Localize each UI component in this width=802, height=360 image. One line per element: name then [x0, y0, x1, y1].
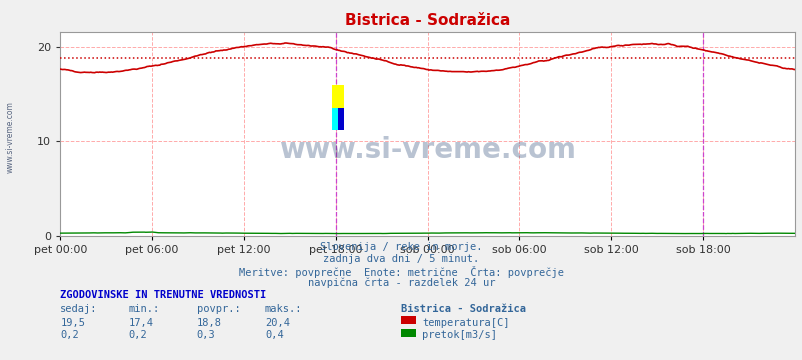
Text: Bistrica - Sodražica: Bistrica - Sodražica [401, 304, 526, 314]
Text: pretok[m3/s]: pretok[m3/s] [422, 330, 496, 340]
Text: 19,5: 19,5 [60, 318, 85, 328]
Text: 18,8: 18,8 [196, 318, 221, 328]
Text: 20,4: 20,4 [265, 318, 290, 328]
Text: sedaj:: sedaj: [60, 304, 98, 314]
Bar [338, 108, 343, 130]
Text: 17,4: 17,4 [128, 318, 153, 328]
Text: 0,4: 0,4 [265, 330, 283, 340]
Text: 0,2: 0,2 [60, 330, 79, 340]
Text: ZGODOVINSKE IN TRENUTNE VREDNOSTI: ZGODOVINSKE IN TRENUTNE VREDNOSTI [60, 290, 266, 300]
Title: Bistrica - Sodražica: Bistrica - Sodražica [345, 13, 509, 28]
Text: min.:: min.: [128, 304, 160, 314]
Text: 0,2: 0,2 [128, 330, 147, 340]
Text: povpr.:: povpr.: [196, 304, 240, 314]
Text: zadnja dva dni / 5 minut.: zadnja dva dni / 5 minut. [323, 254, 479, 264]
Text: 0,3: 0,3 [196, 330, 215, 340]
Text: temperatura[C]: temperatura[C] [422, 318, 509, 328]
Bar [332, 108, 338, 130]
Text: navpična črta - razdelek 24 ur: navpična črta - razdelek 24 ur [307, 278, 495, 288]
Bar [332, 85, 343, 130]
Text: www.si-vreme.com: www.si-vreme.com [6, 101, 15, 173]
Text: Slovenija / reke in morje.: Slovenija / reke in morje. [320, 242, 482, 252]
Text: Meritve: povprečne  Enote: metrične  Črta: povprečje: Meritve: povprečne Enote: metrične Črta:… [239, 266, 563, 278]
Text: maks.:: maks.: [265, 304, 302, 314]
Text: www.si-vreme.com: www.si-vreme.com [279, 136, 575, 165]
